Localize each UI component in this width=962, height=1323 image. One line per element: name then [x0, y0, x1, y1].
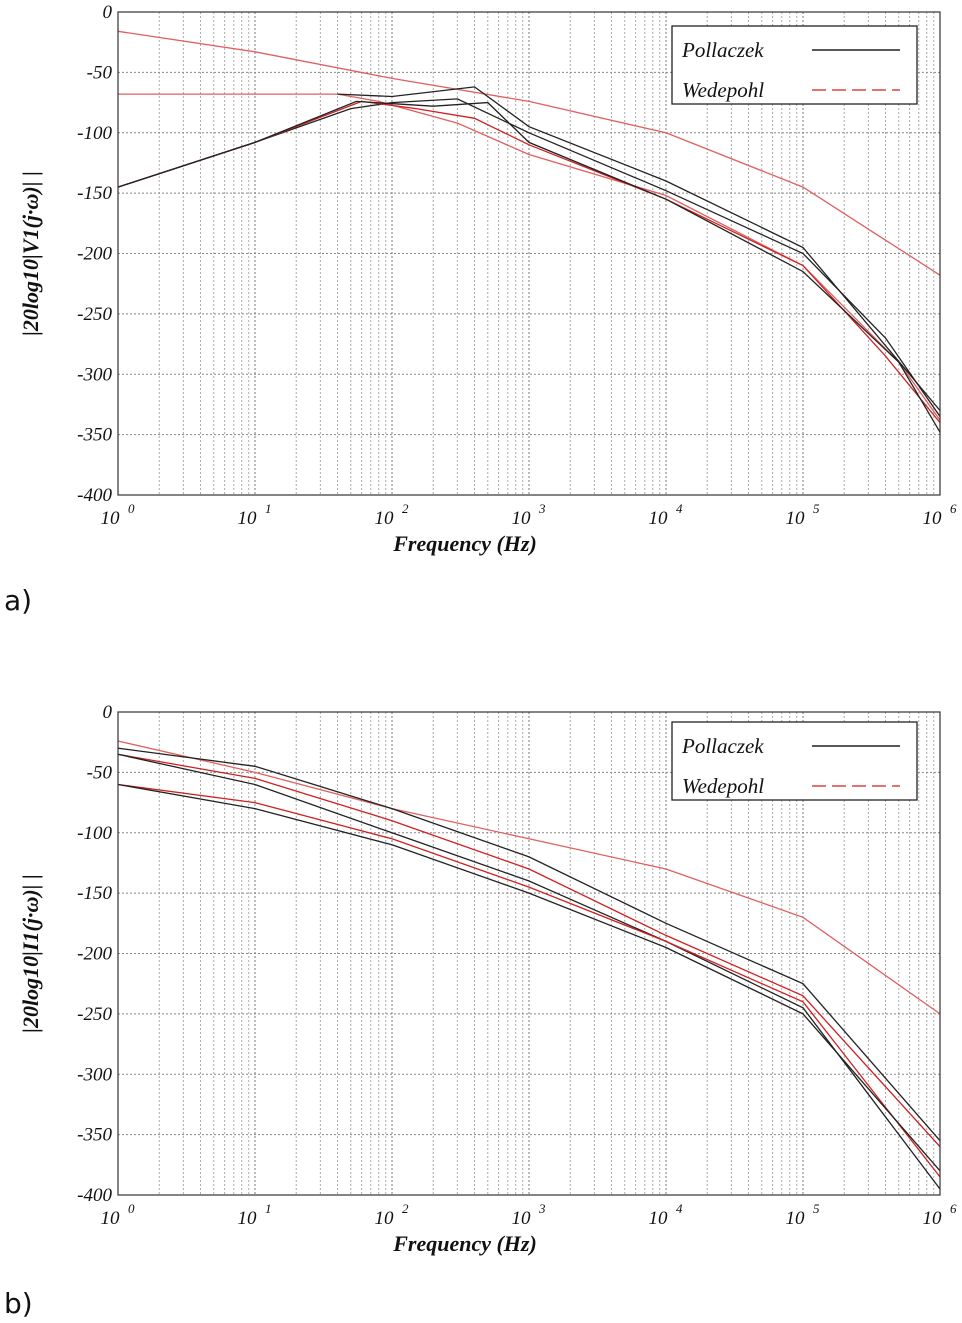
x-tick-exponent: 1 — [265, 1201, 272, 1216]
x-tick-label: 10 — [786, 1208, 806, 1229]
y-tick-label: -350 — [77, 425, 112, 446]
y-tick-label: -150 — [77, 883, 112, 904]
y-tick-label: 0 — [103, 702, 113, 723]
x-tick-exponent: 0 — [128, 1201, 135, 1216]
x-tick-exponent: 1 — [265, 501, 272, 516]
x-tick-exponent: 2 — [402, 501, 409, 516]
x-tick-label: 10 — [512, 508, 532, 529]
y-tick-label: -350 — [77, 1125, 112, 1146]
series-line-pollaczek — [117, 753, 941, 1190]
plot-frame — [117, 11, 941, 496]
y-tick-label: -100 — [77, 823, 112, 844]
x-tick-label: 10 — [238, 1208, 258, 1229]
y-axis-label: |20log10|V1(j·ω)| | — [18, 171, 43, 336]
x-tick-exponent: 5 — [813, 501, 820, 516]
legend: Pollaczek Wedepohl — [671, 721, 918, 801]
y-tick-label: -50 — [87, 762, 113, 783]
y-tick-label: -250 — [77, 1004, 112, 1025]
x-tick-label: 10 — [786, 508, 806, 529]
x-axis-label: Frequency (Hz) — [392, 1231, 537, 1256]
legend-label-pollaczek: Pollaczek — [681, 38, 764, 62]
x-tick-exponent: 4 — [676, 1201, 683, 1216]
y-tick-label: -300 — [77, 1064, 112, 1085]
y-tick-label: -50 — [87, 62, 113, 83]
legend-label-wedepohl: Wedepohl — [682, 774, 764, 798]
x-tick-label: 10 — [375, 508, 395, 529]
y-tick-label: -300 — [77, 364, 112, 385]
series-line-wedepohl — [117, 783, 941, 1178]
panel-label: b) — [4, 1287, 33, 1320]
x-tick-label: 10 — [649, 1208, 669, 1229]
series-line-pollaczek — [117, 783, 941, 1172]
y-tick-label: -200 — [77, 944, 112, 965]
legend-label-pollaczek: Pollaczek — [681, 734, 764, 758]
y-tick-label: -200 — [77, 244, 112, 265]
x-tick-label: 10 — [512, 1208, 532, 1229]
x-tick-exponent: 2 — [402, 1201, 409, 1216]
x-tick-exponent: 4 — [676, 501, 683, 516]
x-tick-label: 10 — [375, 1208, 395, 1229]
x-tick-label: 10 — [923, 1208, 943, 1229]
series-line-wedepohl — [118, 93, 941, 421]
x-tick-exponent: 3 — [538, 501, 546, 516]
series-line-pollaczek — [117, 100, 941, 433]
x-tick-label: 10 — [923, 508, 943, 529]
panel-label: a) — [4, 584, 32, 617]
legend: Pollaczek Wedepohl — [671, 25, 918, 105]
y-tick-label: -250 — [77, 304, 112, 325]
x-tick-label: 10 — [101, 1208, 121, 1229]
x-axis-label: Frequency (Hz) — [392, 531, 537, 556]
x-tick-exponent: 3 — [538, 1201, 546, 1216]
series-line-pollaczek — [337, 86, 941, 411]
x-tick-exponent: 6 — [950, 501, 957, 516]
y-tick-label: -400 — [77, 485, 112, 506]
x-tick-label: 10 — [101, 508, 121, 529]
legend-label-wedepohl: Wedepohl — [682, 78, 764, 102]
y-tick-label: -400 — [77, 1185, 112, 1206]
y-axis-label: |20log10|I1(j·ω)| | — [18, 874, 43, 1033]
series-line-wedepohl — [117, 753, 941, 1148]
y-tick-label: 0 — [103, 2, 113, 23]
legend-box — [671, 25, 918, 105]
x-tick-exponent: 6 — [950, 1201, 957, 1216]
series-line-pollaczek — [117, 747, 941, 1142]
plot-frame — [117, 711, 941, 1196]
x-tick-label: 10 — [238, 508, 258, 529]
x-tick-exponent: 5 — [813, 1201, 820, 1216]
series-group — [117, 740, 941, 1190]
series-group — [117, 30, 941, 433]
x-tick-exponent: 0 — [128, 501, 135, 516]
series-line-wedepohl — [117, 30, 941, 276]
x-tick-label: 10 — [649, 508, 669, 529]
series-line-wedepohl — [117, 740, 941, 1015]
y-tick-label: -150 — [77, 183, 112, 204]
y-tick-label: -100 — [77, 123, 112, 144]
legend-box — [671, 721, 918, 801]
